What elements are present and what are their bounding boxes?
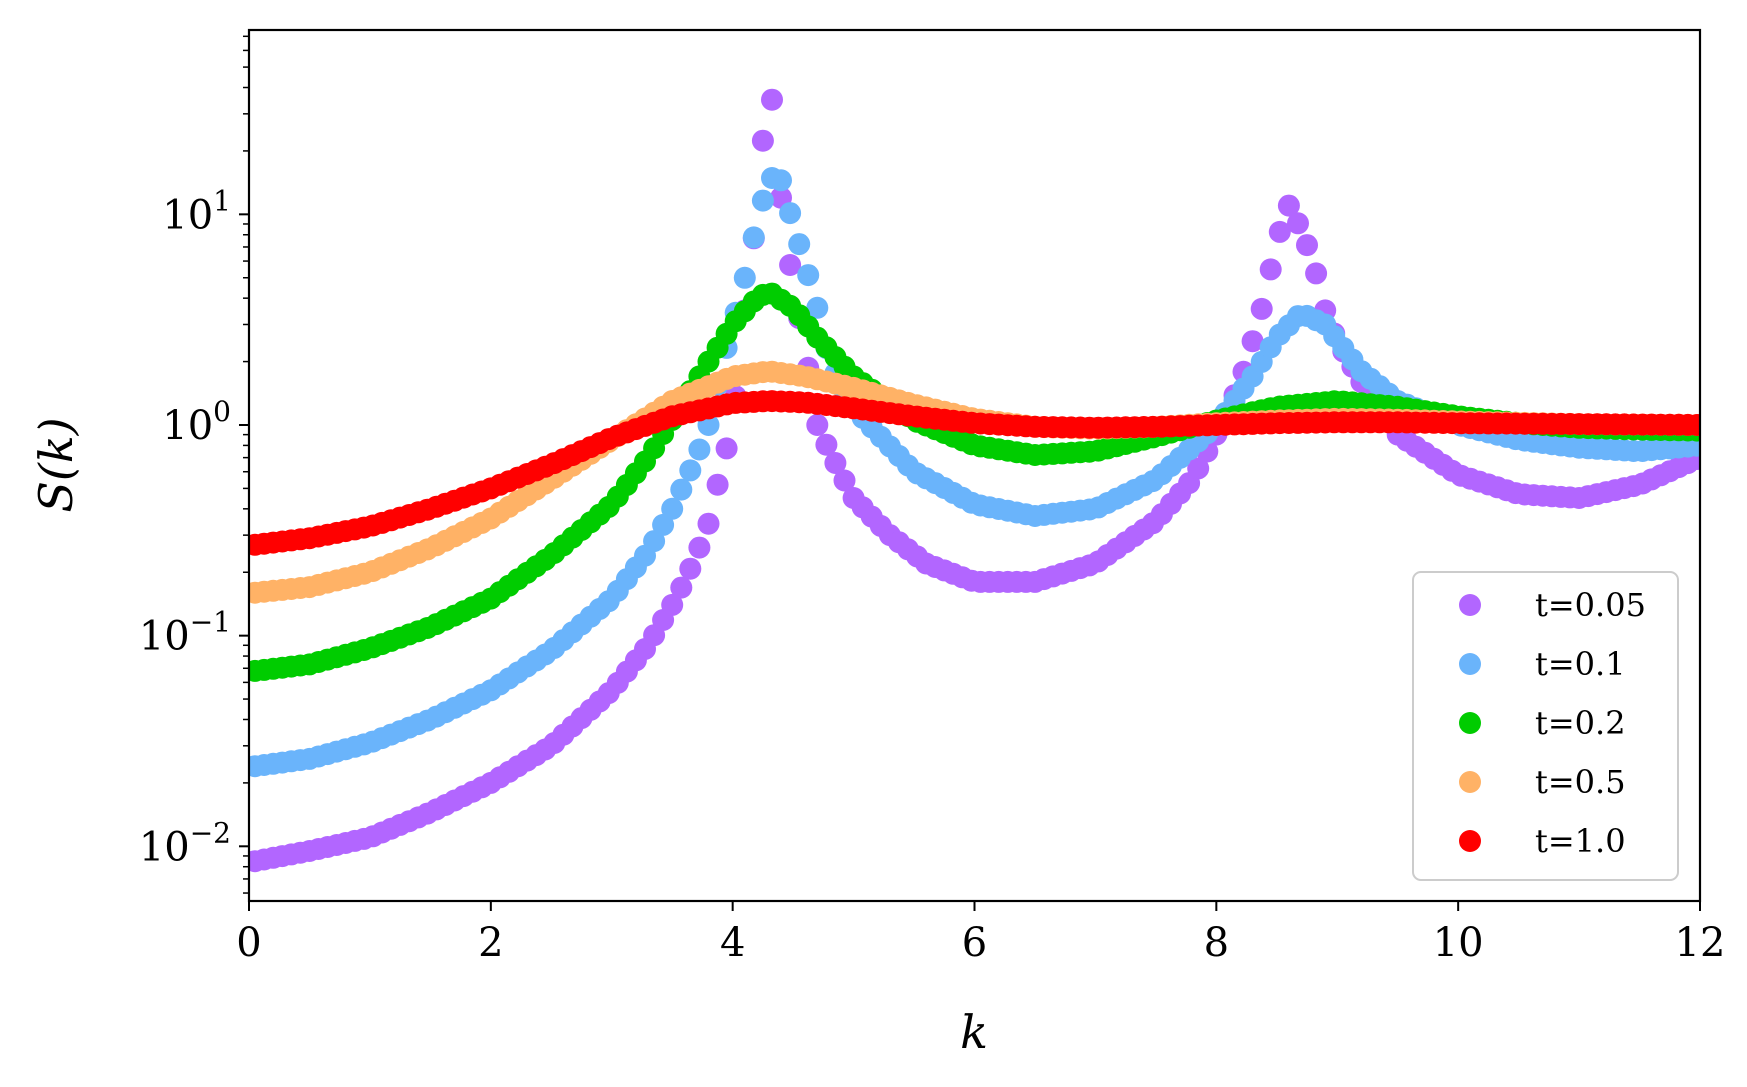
data-point [661, 593, 684, 616]
data-point [1250, 297, 1273, 320]
data-point [1187, 457, 1210, 480]
x-tick-label: 4 [720, 920, 745, 966]
x-tick-label: 6 [962, 920, 987, 966]
data-point [788, 233, 811, 256]
legend-box [1412, 571, 1679, 881]
data-point [670, 478, 693, 501]
data-point [643, 530, 666, 553]
data-point [1259, 258, 1282, 281]
data-point [670, 576, 693, 599]
x-axis-label: k [960, 1005, 988, 1059]
data-point [1268, 220, 1291, 243]
data-point [1296, 234, 1318, 257]
plot-area [249, 88, 1700, 873]
x-tick-label: 0 [236, 920, 261, 966]
data-point [1305, 262, 1328, 285]
data-point [652, 513, 675, 536]
data-point [706, 473, 729, 496]
legend-marker [1459, 830, 1481, 852]
data-point [1287, 212, 1309, 235]
data-point [661, 497, 684, 520]
data-point [1277, 194, 1300, 217]
data-point [815, 433, 838, 456]
legend-label: t=0.1 [1535, 645, 1626, 683]
y-axis: 10−2 10−1 100 101 [139, 35, 249, 894]
legend: t=0.05 t=0.1 t=0.2 t=0.5 t=1.0 [1412, 571, 1679, 881]
data-point [715, 437, 738, 460]
data-point [688, 536, 711, 559]
data-point [761, 88, 783, 111]
x-tick-label: 10 [1433, 920, 1484, 966]
data-point [751, 189, 774, 212]
data-point [688, 438, 711, 461]
data-point [733, 266, 756, 289]
data-point [751, 129, 774, 152]
legend-label: t=1.0 [1535, 822, 1626, 860]
data-point [679, 557, 702, 580]
data-point [779, 254, 802, 276]
data-point [833, 469, 856, 492]
data-point [1686, 414, 1700, 436]
x-tick-label: 8 [1204, 920, 1229, 966]
legend-marker [1459, 594, 1481, 616]
legend-label: t=0.05 [1535, 586, 1646, 624]
data-point [697, 512, 720, 535]
series-t=1.0 [249, 390, 1700, 556]
data-point [679, 459, 702, 482]
y-tick-label: 10−1 [139, 606, 231, 660]
data-point [806, 296, 829, 319]
legend-label: t=0.2 [1535, 704, 1626, 742]
y-tick-label: 10−2 [139, 816, 231, 870]
x-tick-label: 12 [1675, 920, 1726, 966]
legend-marker [1459, 712, 1481, 734]
legend-marker [1459, 653, 1481, 675]
legend-marker [1459, 771, 1481, 793]
data-point [824, 452, 847, 474]
data-point [797, 264, 820, 287]
data-point [779, 202, 802, 225]
x-tick-label: 2 [478, 920, 503, 966]
data-point [770, 169, 792, 192]
legend-label: t=0.5 [1535, 763, 1626, 801]
y-tick-label: 101 [162, 184, 231, 238]
y-axis-label: S(k) [29, 417, 83, 512]
x-axis: 0 2 4 6 8 10 12 [236, 901, 1725, 966]
data-point [1241, 330, 1264, 353]
y-tick-label: 100 [162, 395, 231, 449]
data-point [742, 226, 765, 249]
data-point [806, 414, 829, 436]
